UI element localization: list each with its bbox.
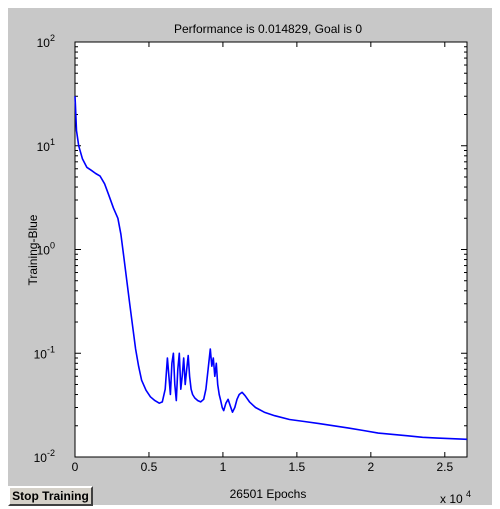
stop-training-button[interactable]: Stop Training: [8, 486, 93, 506]
x-axis-label: 26501 Epochs: [230, 487, 307, 501]
x-axis-multiplier: x 10 4: [440, 489, 471, 506]
plot-area: [74, 41, 468, 458]
y-tick-label: 100: [37, 241, 55, 258]
x-multiplier-base: x 10: [440, 492, 463, 506]
y-axis: 10-2 10-1 100 101 102: [34, 33, 467, 465]
series-group: [74, 96, 468, 441]
chart-title: Performance is 0.014829, Goal is 0: [174, 22, 362, 36]
y-tick-label: 10-2: [34, 448, 55, 465]
x-tick-label: 0: [72, 460, 79, 474]
x-tick-label: 2.5: [436, 460, 453, 474]
x-tick-label: 1: [220, 460, 227, 474]
x-tick-label: 0.5: [141, 460, 158, 474]
x-tick-label: 2: [367, 460, 374, 474]
y-tick-label: 10-1: [34, 344, 55, 361]
y-tick-label: 101: [37, 137, 55, 154]
training-performance-line: [74, 96, 468, 441]
x-tick-label: 1.5: [289, 460, 306, 474]
x-axis: 0 0.5 1 1.5 2 2.5: [72, 42, 453, 474]
y-tick-label: 102: [37, 33, 55, 50]
y-axis-label: Training-Blue: [26, 214, 40, 285]
x-multiplier-exponent: 4: [466, 489, 471, 499]
